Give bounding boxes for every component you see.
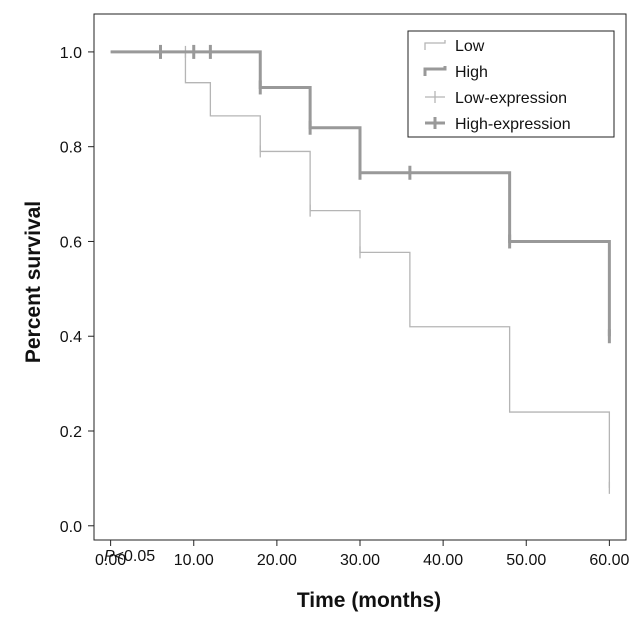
y-tick-label: 0.0 (60, 519, 82, 536)
x-tick-label: 20.00 (257, 552, 297, 569)
survival-curve-high (110, 50, 611, 337)
legend-swatch-line (423, 66, 447, 76)
y-tick-label: 0.6 (60, 234, 82, 251)
legend: Low High Low-expression High-expression (407, 30, 615, 138)
legend-label: Low-expression (455, 90, 567, 107)
x-tick-label: 0.00 (95, 552, 126, 569)
x-tick-label: 50.00 (506, 552, 546, 569)
x-tick-label: 60.00 (589, 552, 629, 569)
p-value-annotation: P<0.05 (104, 548, 155, 565)
y-tick-label: 0.8 (60, 140, 82, 157)
x-tick-label: 30.00 (340, 552, 380, 569)
legend-label: High (455, 64, 488, 81)
legend-item: High-expression (425, 116, 571, 133)
p-value-text: <0.05 (115, 548, 156, 565)
legend-item: Low (424, 38, 485, 55)
y-tick-label: 0.2 (60, 424, 82, 441)
series-high (110, 44, 611, 344)
x-axis-title: Time (months) (297, 589, 441, 612)
series-layer (110, 44, 611, 494)
y-tick-label: 0.4 (60, 329, 82, 346)
legend-item: Low-expression (425, 90, 567, 107)
legend-item: High (423, 64, 488, 81)
legend-label: High-expression (455, 116, 571, 133)
axes-layer: 0.00 10.00 20.00 30.00 40.00 50.00 60.00 0.0 0.2… (60, 45, 630, 569)
x-tick-label: 10.00 (174, 552, 214, 569)
legend-swatch-line (424, 40, 446, 50)
legend-label: Low (455, 38, 485, 55)
y-tick-label: 1.0 (60, 45, 82, 62)
x-tick-label: 40.00 (423, 552, 463, 569)
p-value-italic: P (104, 548, 115, 565)
legend-box (407, 30, 615, 138)
y-axis-title: Percent survival (22, 201, 45, 363)
